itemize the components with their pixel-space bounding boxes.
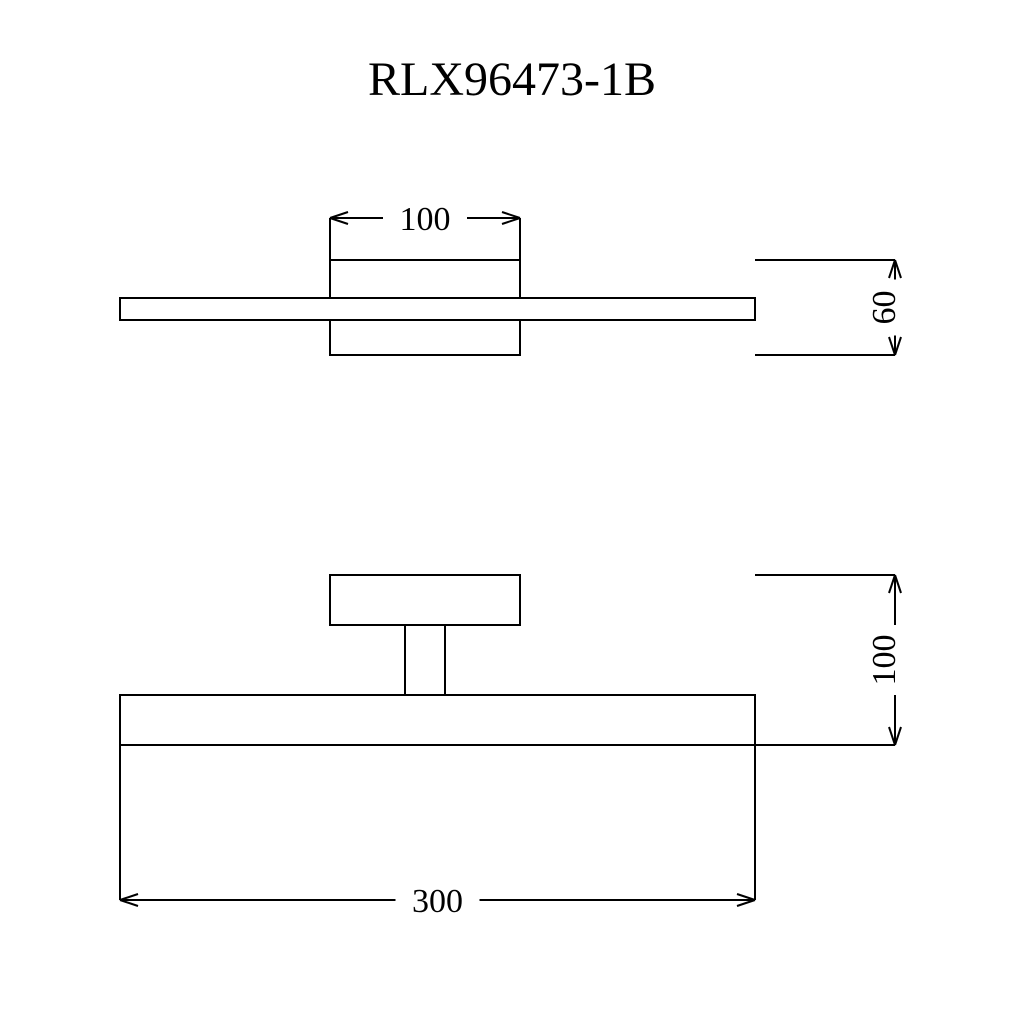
side-view-bar: [120, 695, 755, 745]
dim-100-side: 100: [866, 635, 903, 686]
dim-100-top: 100: [400, 201, 451, 238]
side-view-mount: [330, 575, 520, 625]
technical-drawing: RLX96473-1B 100 60 100 300: [0, 0, 1024, 1024]
dim-60: 60: [866, 291, 903, 325]
geometry-group: [120, 260, 755, 745]
drawing-title: RLX96473-1B: [368, 53, 656, 106]
side-view-stem: [405, 625, 445, 695]
top-view-bar: [120, 298, 755, 320]
dim-300: 300: [412, 883, 463, 920]
